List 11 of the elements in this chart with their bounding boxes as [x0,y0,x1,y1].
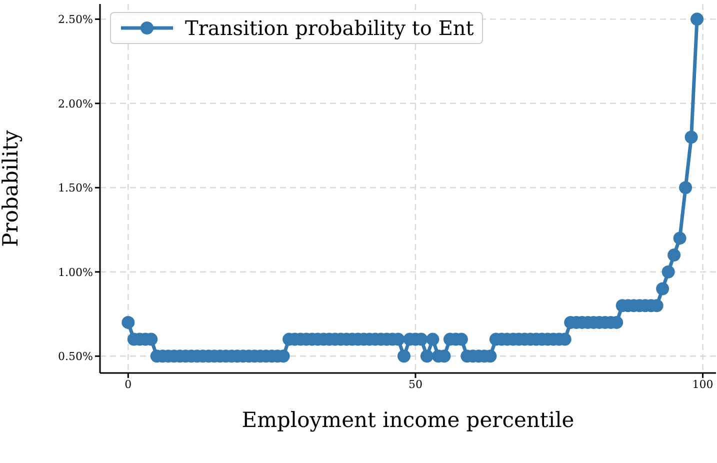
legend-label: Transition probability to Ent [185,16,474,40]
y-tick-label: 0.50% [58,350,93,364]
x-tick-label: 100 [692,378,714,391]
y-tick-label: 1.00% [58,266,93,279]
y-tick-label: 2.00% [58,97,93,110]
y-axis-title: Probability [0,130,22,247]
x-axis-title: Employment income percentile [242,408,574,432]
x-tick-label: 50 [408,378,422,391]
x-tick-label: 0 [124,378,132,391]
y-tick-label: 2.50% [58,13,93,26]
y-tick-label: 1.50% [58,182,93,195]
